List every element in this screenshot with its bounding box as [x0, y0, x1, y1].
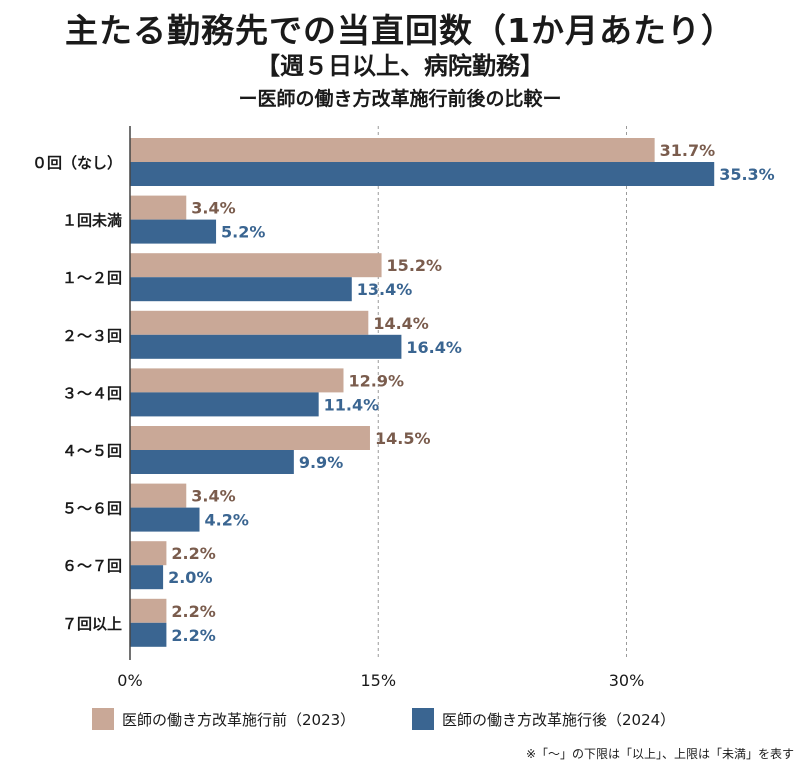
bar-before — [130, 483, 187, 508]
bar-after — [130, 622, 167, 647]
bar-before — [130, 138, 655, 162]
data-label: 13.4% — [357, 280, 413, 299]
bar-after — [130, 565, 164, 590]
legend-swatch-after — [412, 708, 434, 730]
bar-after — [130, 219, 217, 244]
legend-swatch-before — [92, 708, 114, 730]
category-label: １〜２回 — [62, 269, 122, 287]
bar-before — [130, 253, 382, 278]
category-label: ０回（なし） — [32, 154, 122, 172]
legend-label-after: 医師の働き方改革施行後（2024） — [442, 710, 676, 729]
data-label: 31.7% — [660, 141, 716, 160]
tick-label: 30% — [609, 671, 645, 690]
data-label: 2.2% — [171, 626, 215, 645]
data-label: 2.0% — [168, 568, 212, 587]
bar-before — [130, 195, 187, 220]
bar-before — [130, 368, 344, 393]
data-label: 2.2% — [171, 602, 215, 621]
category-label: ３〜４回 — [62, 384, 122, 402]
tick-label: 15% — [360, 671, 396, 690]
chart-title: 主たる勤務先での当直回数（1か月あたり） — [65, 11, 735, 50]
data-label: 16.4% — [406, 338, 462, 357]
legend-label-before: 医師の働き方改革施行前（2023） — [122, 710, 356, 729]
bar-after — [130, 392, 319, 417]
category-label: ７回以上 — [62, 615, 122, 633]
bar-after — [130, 162, 715, 186]
bar-after — [130, 277, 352, 302]
data-label: 11.4% — [324, 395, 380, 414]
data-label: 14.5% — [375, 429, 431, 448]
data-label: 2.2% — [171, 544, 215, 563]
data-label: 3.4% — [191, 487, 235, 506]
category-label: ５〜６回 — [62, 500, 122, 518]
bar-before — [130, 541, 167, 566]
data-label: 15.2% — [387, 256, 443, 275]
bar-after — [130, 334, 402, 359]
bar-after — [130, 507, 200, 532]
bar-before — [130, 426, 370, 450]
data-label: 35.3% — [719, 165, 775, 184]
footnote: ※「〜」の下限は「以上」、上限は「未満」を表す — [525, 747, 794, 761]
category-label: ２〜３回 — [62, 327, 122, 345]
data-label: 4.2% — [205, 511, 249, 530]
bar-before — [130, 310, 369, 335]
chart-subtitle: 【週５日以上、病院勤務】 — [256, 52, 544, 80]
tick-label: 0% — [117, 671, 142, 690]
data-label: 3.4% — [191, 199, 235, 218]
data-label: 14.4% — [373, 314, 429, 333]
chart-subsubtitle: ー医師の働き方改革施行前後の比較ー — [238, 88, 562, 110]
data-label: 5.2% — [221, 223, 265, 242]
data-label: 12.9% — [348, 371, 404, 390]
bar-after — [130, 450, 294, 474]
bar-before — [130, 598, 167, 623]
category-label: ４〜５回 — [62, 442, 122, 460]
category-label: ６〜７回 — [62, 557, 122, 575]
category-label: １回未満 — [62, 212, 122, 230]
legend-item-after: 医師の働き方改革施行後（2024） — [412, 708, 675, 730]
data-label: 9.9% — [299, 453, 343, 472]
legend-item-before: 医師の働き方改革施行前（2023） — [92, 708, 355, 730]
